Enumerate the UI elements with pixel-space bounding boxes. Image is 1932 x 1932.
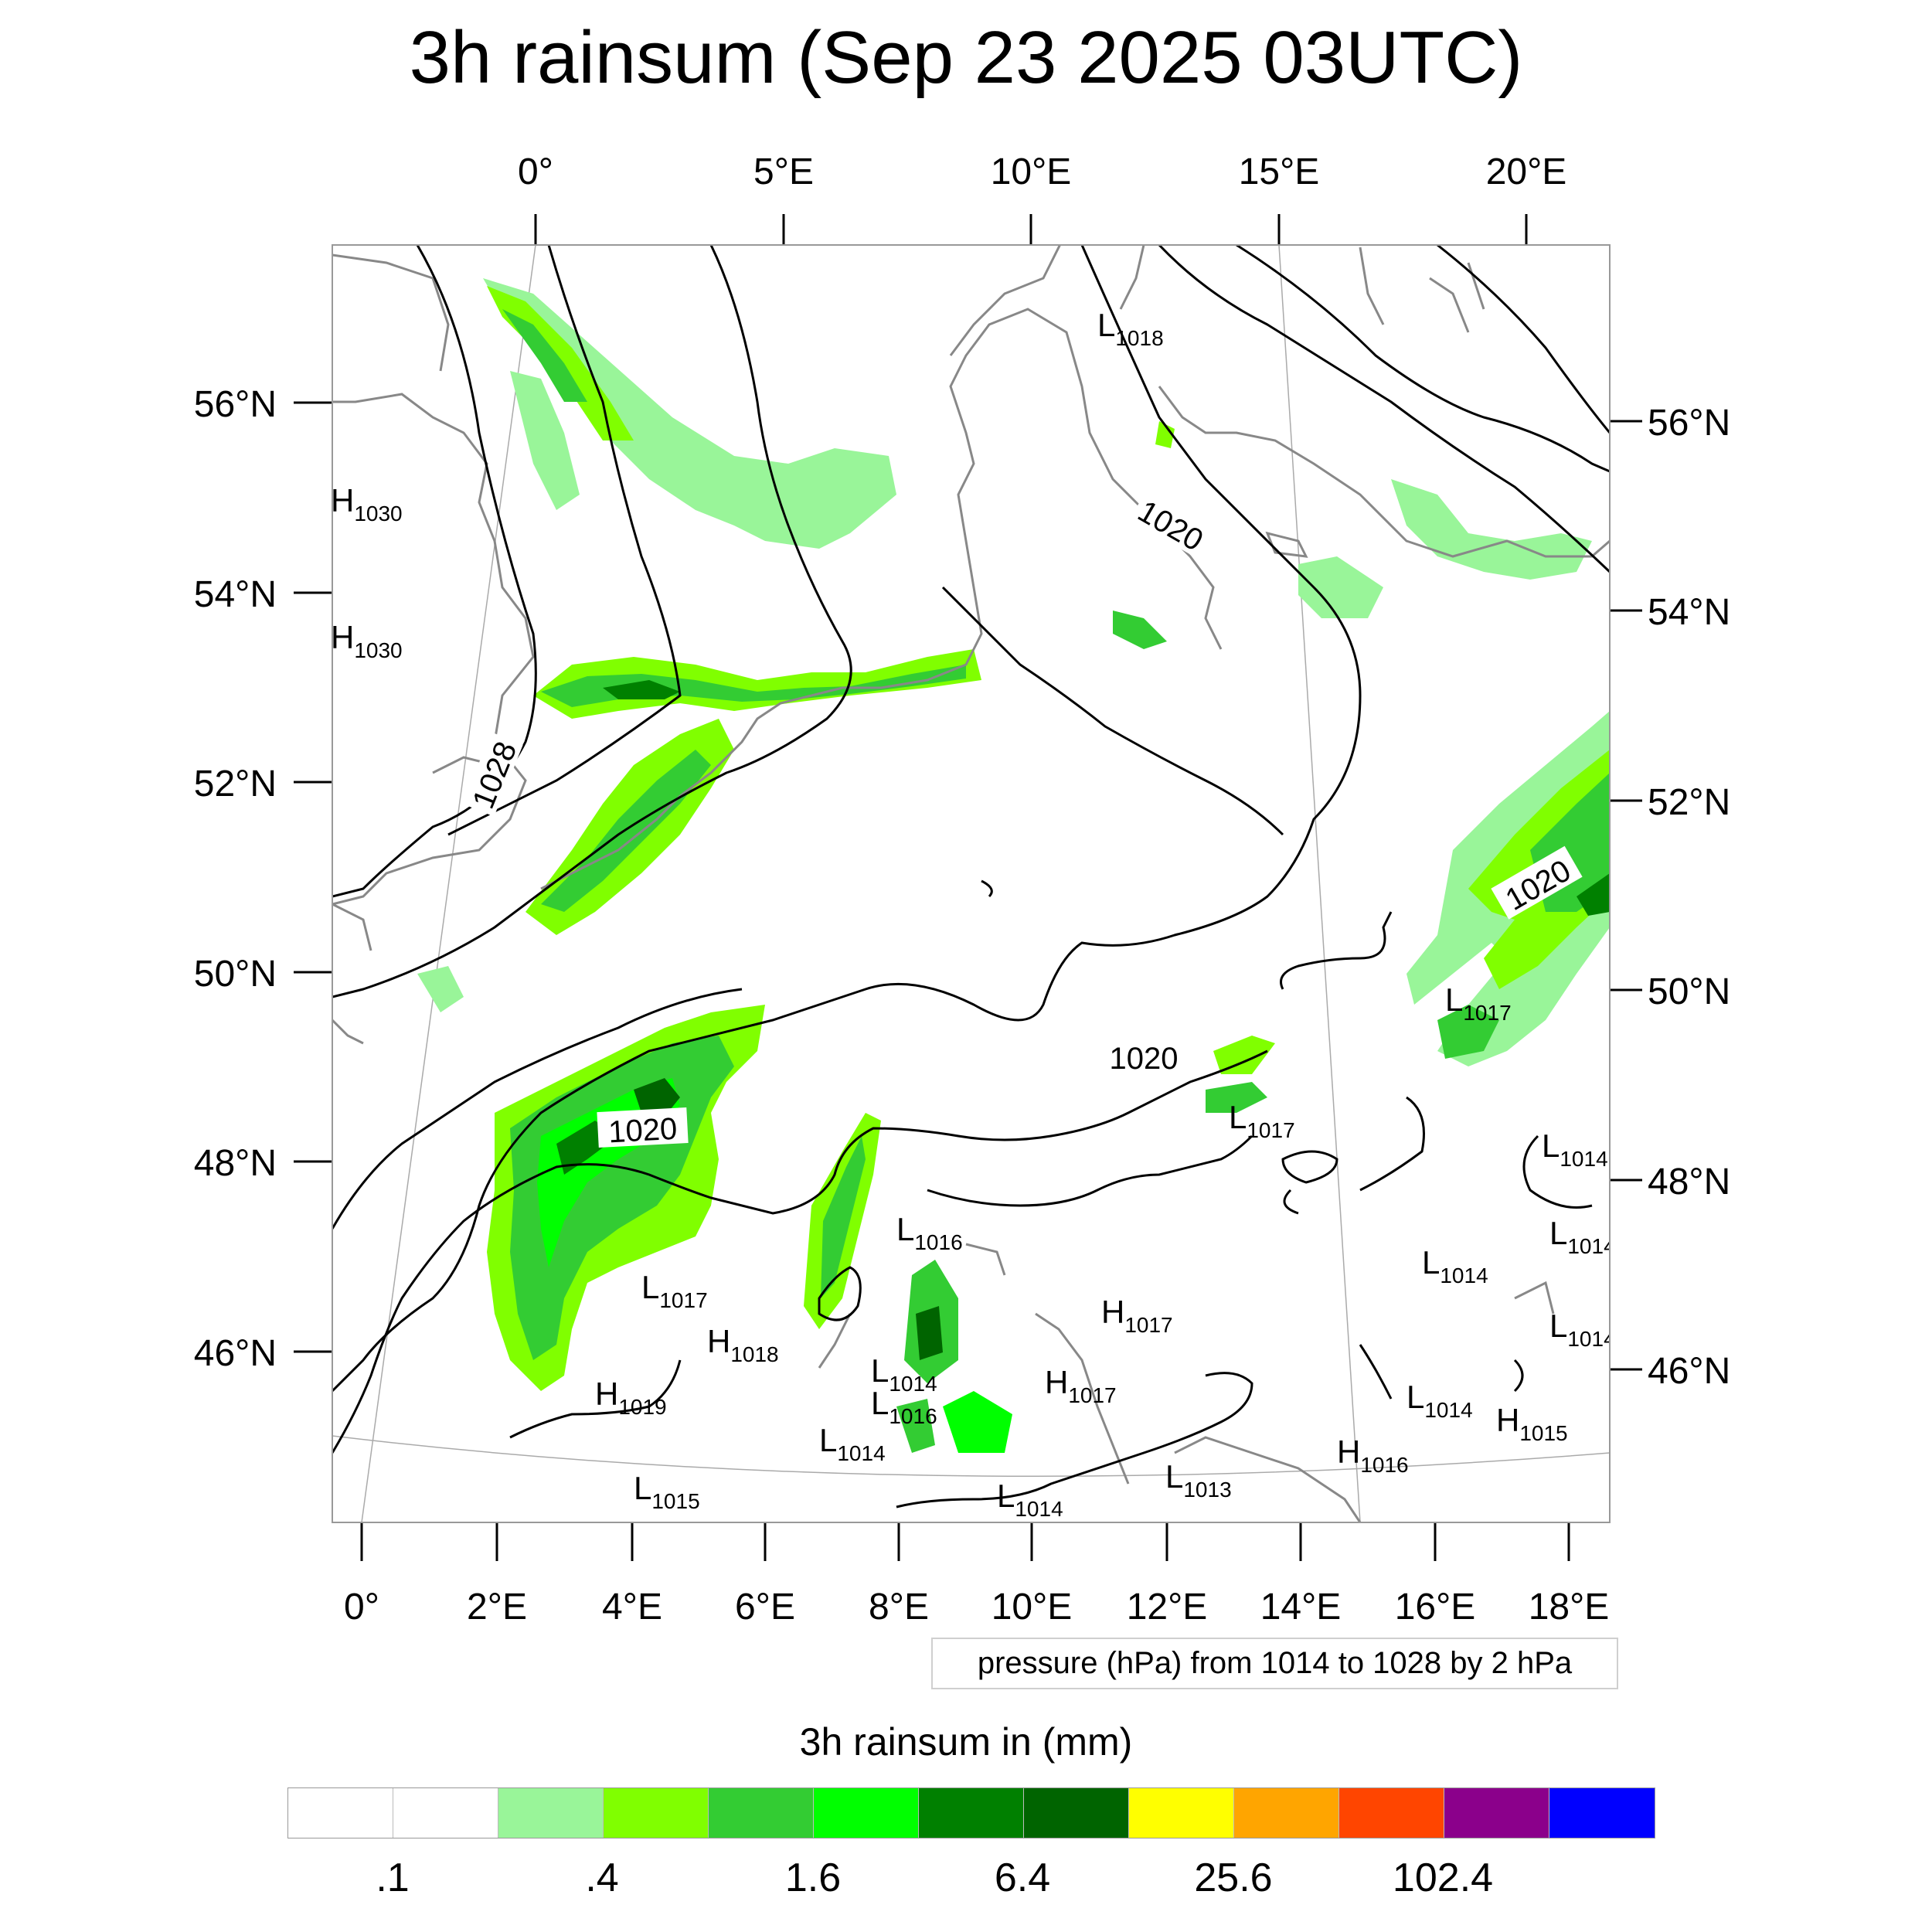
pressure-center-label: L1014 [1542,1128,1608,1171]
pressure-center-label: L1014 [1422,1244,1488,1287]
colorbar-label: .4 [585,1855,619,1900]
colorbar-swatch [709,1788,814,1838]
pressure-center-label: H1016 [1337,1434,1409,1477]
colorbar-swatch [814,1788,919,1838]
pressure-center-label: H1018 [707,1323,779,1366]
right-lat-label: 56°N [1648,403,1730,444]
colorbar-label: 6.4 [994,1855,1051,1900]
pressure-center-label: L1016 [896,1211,963,1254]
bottom-lon-label: 18°E [1529,1587,1610,1628]
pressure-center-label: L1014 [997,1478,1063,1521]
left-lat-label: 48°N [194,1143,277,1184]
coastlines [332,245,1610,1522]
right-lat-label: 46°N [1648,1351,1730,1392]
colorbar-swatch [1234,1788,1339,1838]
bottom-lon-label: 8°E [869,1587,929,1628]
left-lat-labels: 56°N 54°N 52°N 50°N 48°N 46°N [194,384,332,1374]
top-lon-labels: 0° 5°E 10°E 15°E 20°E [518,151,1566,245]
right-lat-label: 52°N [1648,782,1730,823]
pressure-center-label: H1015 [1496,1402,1568,1445]
right-lat-label: 50°N [1648,971,1730,1012]
pressure-center-label: L1014 [1406,1379,1473,1422]
pressure-center-label: L1015 [634,1470,700,1513]
bottom-lon-label: 0° [344,1587,379,1628]
bottom-lon-label: 10°E [992,1587,1073,1628]
pressure-center-label: L1014 [1549,1215,1616,1258]
colorbar-label: 102.4 [1392,1855,1494,1900]
isobar-label: 1020 [1110,1042,1179,1076]
graticule [332,245,1610,1522]
pressure-center-label: L1013 [1165,1458,1232,1502]
pressure-center-label: H1030 [331,482,403,526]
bottom-lon-label: 14°E [1260,1587,1342,1628]
left-lat-label: 50°N [194,954,277,995]
pressure-center-label: H1019 [595,1376,667,1419]
map-frame [332,244,1611,1523]
right-lat-labels: 56°N 54°N 52°N 50°N 48°N 46°N [1610,403,1730,1392]
map-panel: 1028 1020 1020 1020 1020 H1030H1030L1018… [331,245,1616,1522]
pressure-center-label: L1014 [819,1422,886,1465]
top-lon-label: 0° [518,151,553,192]
colorbar-swatch [919,1788,1024,1838]
pressure-center-label: L1014 [871,1352,937,1396]
bottom-lon-label: 2°E [467,1587,527,1628]
colorbar-swatch [1444,1788,1549,1838]
colorbar-swatch [498,1788,604,1838]
left-lat-label: 52°N [194,764,277,804]
colorbar-swatch [288,1788,393,1838]
colorbar-title: 3h rainsum in (mm) [799,1720,1133,1764]
bottom-lon-label: 6°E [735,1587,795,1628]
top-lon-label: 5°E [753,151,814,192]
bottom-lon-label: 4°E [602,1587,662,1628]
colorbar-swatch [1024,1788,1129,1838]
contour-legend: pressure (hPa) from 1014 to 1028 by 2 hP… [931,1638,1618,1689]
isobars [332,245,1610,1509]
top-lon-label: 10°E [991,151,1072,192]
colorbar-swatch [1549,1788,1655,1838]
top-lon-label: 20°E [1486,151,1567,192]
pressure-center-label: L1017 [1445,981,1512,1025]
top-lon-label: 15°E [1239,151,1320,192]
colorbar-swatch [1129,1788,1234,1838]
map-title: 3h rainsum (Sep 23 2025 03UTC) [409,16,1523,99]
pressure-center-label: H1030 [331,619,403,662]
right-lat-label: 54°N [1648,592,1730,633]
pressure-center-label: L1017 [641,1269,708,1312]
pressure-center-label: L1016 [871,1385,937,1428]
colorbar [287,1787,1655,1838]
right-lat-label: 48°N [1648,1162,1730,1202]
bottom-lon-label: 16°E [1395,1587,1476,1628]
left-lat-label: 46°N [194,1333,277,1374]
left-lat-label: 54°N [194,574,277,615]
colorbar-swatch [604,1788,709,1838]
isobar-label: 1020 [607,1112,678,1150]
pressure-center-label: H1017 [1101,1294,1173,1337]
bottom-lon-labels: 0° 2°E 4°E 6°E 8°E 10°E 12°E 14°E 16°E 1… [344,1522,1609,1628]
pressure-center-label: H1017 [1045,1364,1117,1407]
pressure-center-label: L1014 [1549,1308,1616,1351]
pressure-center-label: L1017 [1229,1099,1295,1142]
colorbar-swatch [393,1788,498,1838]
pressure-center-label: L1018 [1097,307,1164,350]
colorbar-label: .1 [376,1855,410,1900]
colorbar-label: 25.6 [1194,1855,1273,1900]
left-lat-label: 56°N [194,384,277,425]
colorbar-swatch [1339,1788,1444,1838]
bottom-lon-label: 12°E [1127,1587,1208,1628]
colorbar-label: 1.6 [784,1855,842,1900]
